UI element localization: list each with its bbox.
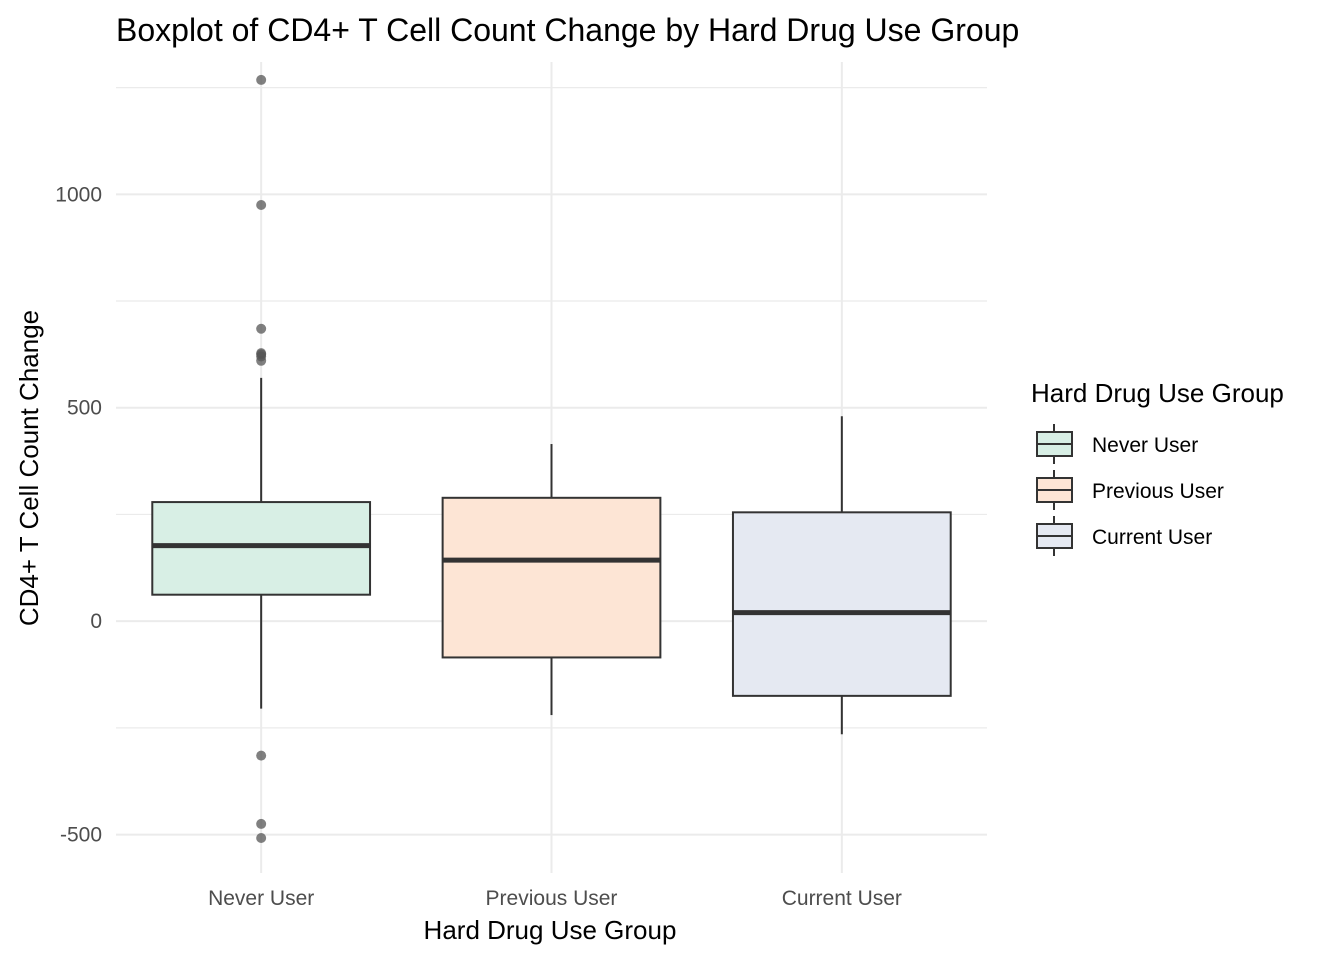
outlier-point [256,355,267,366]
outlier-point [256,818,267,829]
outlier-point [256,832,267,843]
y-tick-label: 500 [67,397,102,420]
x-axis-title: Hard Drug Use Group [424,915,677,945]
x-tick-label: Previous User [486,887,618,910]
outlier-point [256,750,267,761]
box-group [441,444,662,716]
axis-layer: -500 0 500 1000 Never User Previous User Curre… [55,183,902,910]
x-tick-label: Never User [208,887,314,910]
box-group [731,416,952,735]
y-tick-label: -500 [60,824,102,847]
outlier-point [256,74,267,85]
legend-label: Current User [1092,526,1212,549]
y-axis-title: CD4+ T Cell Count Change [14,310,44,626]
outlier-point [256,323,267,334]
box-rect [441,496,662,659]
y-tick-label: 1000 [55,183,102,206]
legend-item: Previous User [1036,470,1224,510]
legend-label: Never User [1092,434,1198,457]
legend-item: Never User [1036,424,1198,464]
chart-title: Boxplot of CD4+ T Cell Count Change by H… [116,12,1019,48]
legend: Hard Drug Use Group Never User Previous U… [1031,378,1284,556]
legend-item: Current User [1036,516,1212,556]
legend-label: Previous User [1092,480,1224,503]
box-layer [151,74,952,843]
box-group [151,74,372,843]
box-rect [151,501,372,596]
y-tick-label: 0 [90,610,102,633]
outlier-point [256,199,267,210]
box-rect [731,511,952,697]
x-tick-label: Current User [782,887,902,910]
legend-title: Hard Drug Use Group [1031,378,1284,408]
